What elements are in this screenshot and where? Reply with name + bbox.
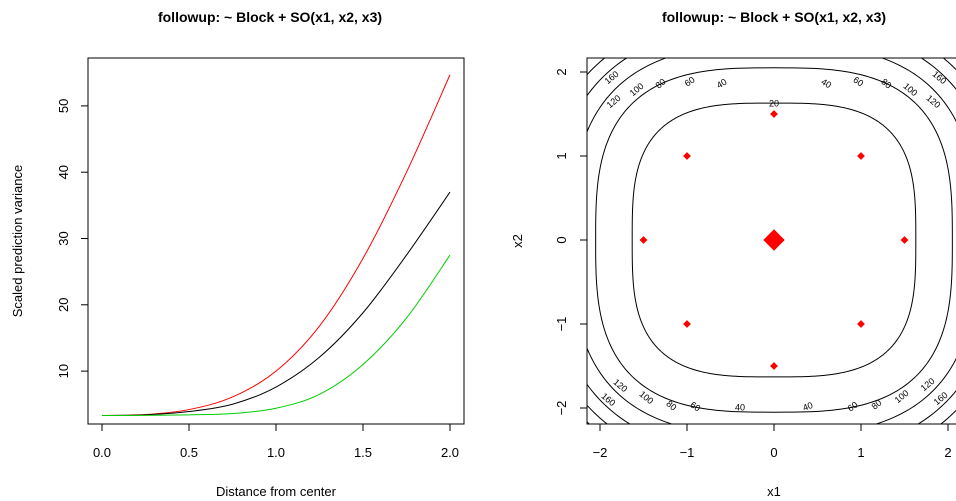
design-point-marker xyxy=(857,320,865,328)
contour-line-0 xyxy=(631,102,917,378)
left-ytick-label: 40 xyxy=(56,165,71,179)
contour-label: 160 xyxy=(932,390,950,407)
design-point-marker xyxy=(770,110,778,118)
contour-label: 40 xyxy=(801,400,814,413)
right-ytick-label: −2 xyxy=(554,401,569,416)
design-point-marker xyxy=(683,320,691,328)
contour-label: 120 xyxy=(611,377,629,394)
left-panel: followup: ~ Block + SO(x1, x2, x3) 0.0 0.… xyxy=(10,9,465,499)
left-ytick-label: 30 xyxy=(56,231,71,245)
contour-label: 160 xyxy=(603,69,621,86)
right-ytick-label: 2 xyxy=(554,68,569,75)
right-ylabel: x2 xyxy=(510,234,525,248)
contour-label: 60 xyxy=(688,400,702,414)
left-ytick-label: 50 xyxy=(56,99,71,113)
left-xtick-label: 1.5 xyxy=(354,445,372,460)
contour-line-3 xyxy=(587,58,956,424)
right-contours xyxy=(587,58,956,424)
left-xtick-label: 1.0 xyxy=(267,445,285,460)
left-ytick-label: 10 xyxy=(56,364,71,378)
contour-line-2 xyxy=(587,58,956,424)
left-series xyxy=(101,74,451,417)
contour-label: 120 xyxy=(605,93,623,110)
contour-label: 20 xyxy=(769,98,779,108)
contour-label: 100 xyxy=(628,81,646,98)
right-ytick-label: −1 xyxy=(554,317,569,332)
series-line-2 xyxy=(101,254,451,417)
design-point-marker xyxy=(770,362,778,370)
series-line-1 xyxy=(101,191,451,417)
right-ytick-label: 1 xyxy=(554,152,569,159)
right-xtick-label: 1 xyxy=(857,445,864,460)
right-ytick-label: 0 xyxy=(554,236,569,243)
contour-label: 60 xyxy=(683,75,697,89)
contour-label: 60 xyxy=(846,400,860,414)
contour-label: 100 xyxy=(901,81,919,98)
design-point-marker xyxy=(857,152,865,160)
contour-label: 60 xyxy=(851,75,865,89)
right-xtick-label: 0 xyxy=(770,445,777,460)
right-design-points xyxy=(639,110,909,370)
contour-label: 40 xyxy=(735,402,745,412)
design-point-marker xyxy=(639,236,648,244)
right-xtick-label: −2 xyxy=(593,445,608,460)
design-point-marker xyxy=(683,152,691,160)
contour-label: 40 xyxy=(819,77,833,91)
contour-label: 160 xyxy=(930,69,948,86)
contour-label: 80 xyxy=(654,76,668,90)
contour-label: 80 xyxy=(664,398,678,412)
left-title: followup: ~ Block + SO(x1, x2, x3) xyxy=(158,9,382,25)
contour-label: 40 xyxy=(715,77,729,91)
contour-label: 80 xyxy=(870,397,884,411)
left-ytick-label: 20 xyxy=(56,298,71,312)
contour-label: 80 xyxy=(879,76,893,90)
left-xtick-label: 0.0 xyxy=(93,445,111,460)
right-xtick-label: 2 xyxy=(944,445,951,460)
left-axes: 0.0 0.5 1.0 1.5 2.0 10 20 30 40 50 xyxy=(56,99,459,460)
contour-label: 120 xyxy=(919,376,937,393)
left-ylabel: Scaled prediction variance xyxy=(10,165,25,317)
right-xtick-label: −1 xyxy=(680,445,695,460)
left-plot-frame xyxy=(87,57,465,425)
right-axes: −2 −2 −1 −1 0 0 1 1 2 2 xyxy=(554,68,952,460)
contour-label: 100 xyxy=(893,388,911,405)
center-point-marker xyxy=(763,229,785,251)
contour-line-1 xyxy=(595,67,953,413)
right-title: followup: ~ Block + SO(x1, x2, x3) xyxy=(662,9,886,25)
contour-label: 160 xyxy=(599,391,617,408)
right-xlabel: x1 xyxy=(767,484,781,499)
design-point-marker xyxy=(900,236,909,244)
series-line-0 xyxy=(101,74,451,417)
left-xlabel: Distance from center xyxy=(216,484,337,499)
left-xtick-label: 2.0 xyxy=(441,445,459,460)
left-xtick-label: 0.5 xyxy=(180,445,198,460)
contour-label: 120 xyxy=(924,93,942,110)
